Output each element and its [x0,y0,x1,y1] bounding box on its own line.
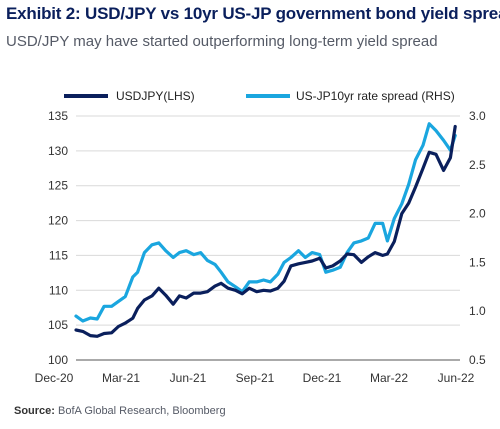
left-axis-tick-label: 130 [48,144,68,158]
x-axis-tick-label: Mar-22 [370,371,408,385]
gridlines [76,115,460,361]
left-axis-tick-label: 115 [49,248,68,262]
right-axis-tick-label: 1.5 [469,255,486,269]
series-layer [74,122,457,338]
right-axis-tick-label: 1.0 [469,304,486,318]
right-axis-tick-label: 2.0 [469,207,486,221]
left-axis-tick-label: 110 [49,283,68,297]
left-axis-tick-label: 125 [48,179,68,193]
right-axis-tick-label: 3.0 [469,109,486,123]
source-text: BofA Global Research, Bloomberg [54,405,226,417]
legend-label: USDJPY(LHS) [116,89,195,103]
left-axis-ticks: 100 105 110 115 120 125 130 135 [48,109,68,367]
chart-title: Exhibit 2: USD/JPY vs 10yr US-JP governm… [6,4,500,23]
source-label: Source: [14,405,55,417]
source-note: Source: BofA Global Research, Bloomberg [14,405,226,417]
x-axis-ticks: Dec-20 Mar-21 Jun-21 Sep-21 Dec-21 Mar-22 Jun-… [35,371,475,385]
legend: USDJPY(LHS) US-JP10yr rate spread (RHS) [64,89,455,103]
x-axis-tick-label: Dec-21 [303,371,342,385]
x-axis-tick-label: Jun-22 [438,371,475,385]
left-axis-tick-label: 135 [48,109,68,123]
right-axis-tick-label: 2.5 [469,158,486,172]
legend-label: US-JP10yr rate spread (RHS) [296,89,455,103]
x-axis-tick-label: Mar-21 [102,371,140,385]
left-axis-tick-label: 100 [48,353,68,367]
left-axis-tick-label: 105 [48,318,68,332]
right-axis-tick-label: 0.5 [469,353,486,367]
rate-spread-series-line [74,122,457,323]
left-axis-tick-label: 120 [48,214,68,228]
x-axis-tick-label: Dec-20 [35,371,74,385]
chart-subtitle: USD/JPY may have started outperforming l… [6,33,438,50]
usdjpy-series-line [74,124,457,338]
right-axis-ticks: 0.5 1.0 1.5 2.0 2.5 3.0 [469,109,486,367]
x-axis-tick-label: Sep-21 [236,371,275,385]
x-axis-tick-label: Jun-21 [170,371,207,385]
